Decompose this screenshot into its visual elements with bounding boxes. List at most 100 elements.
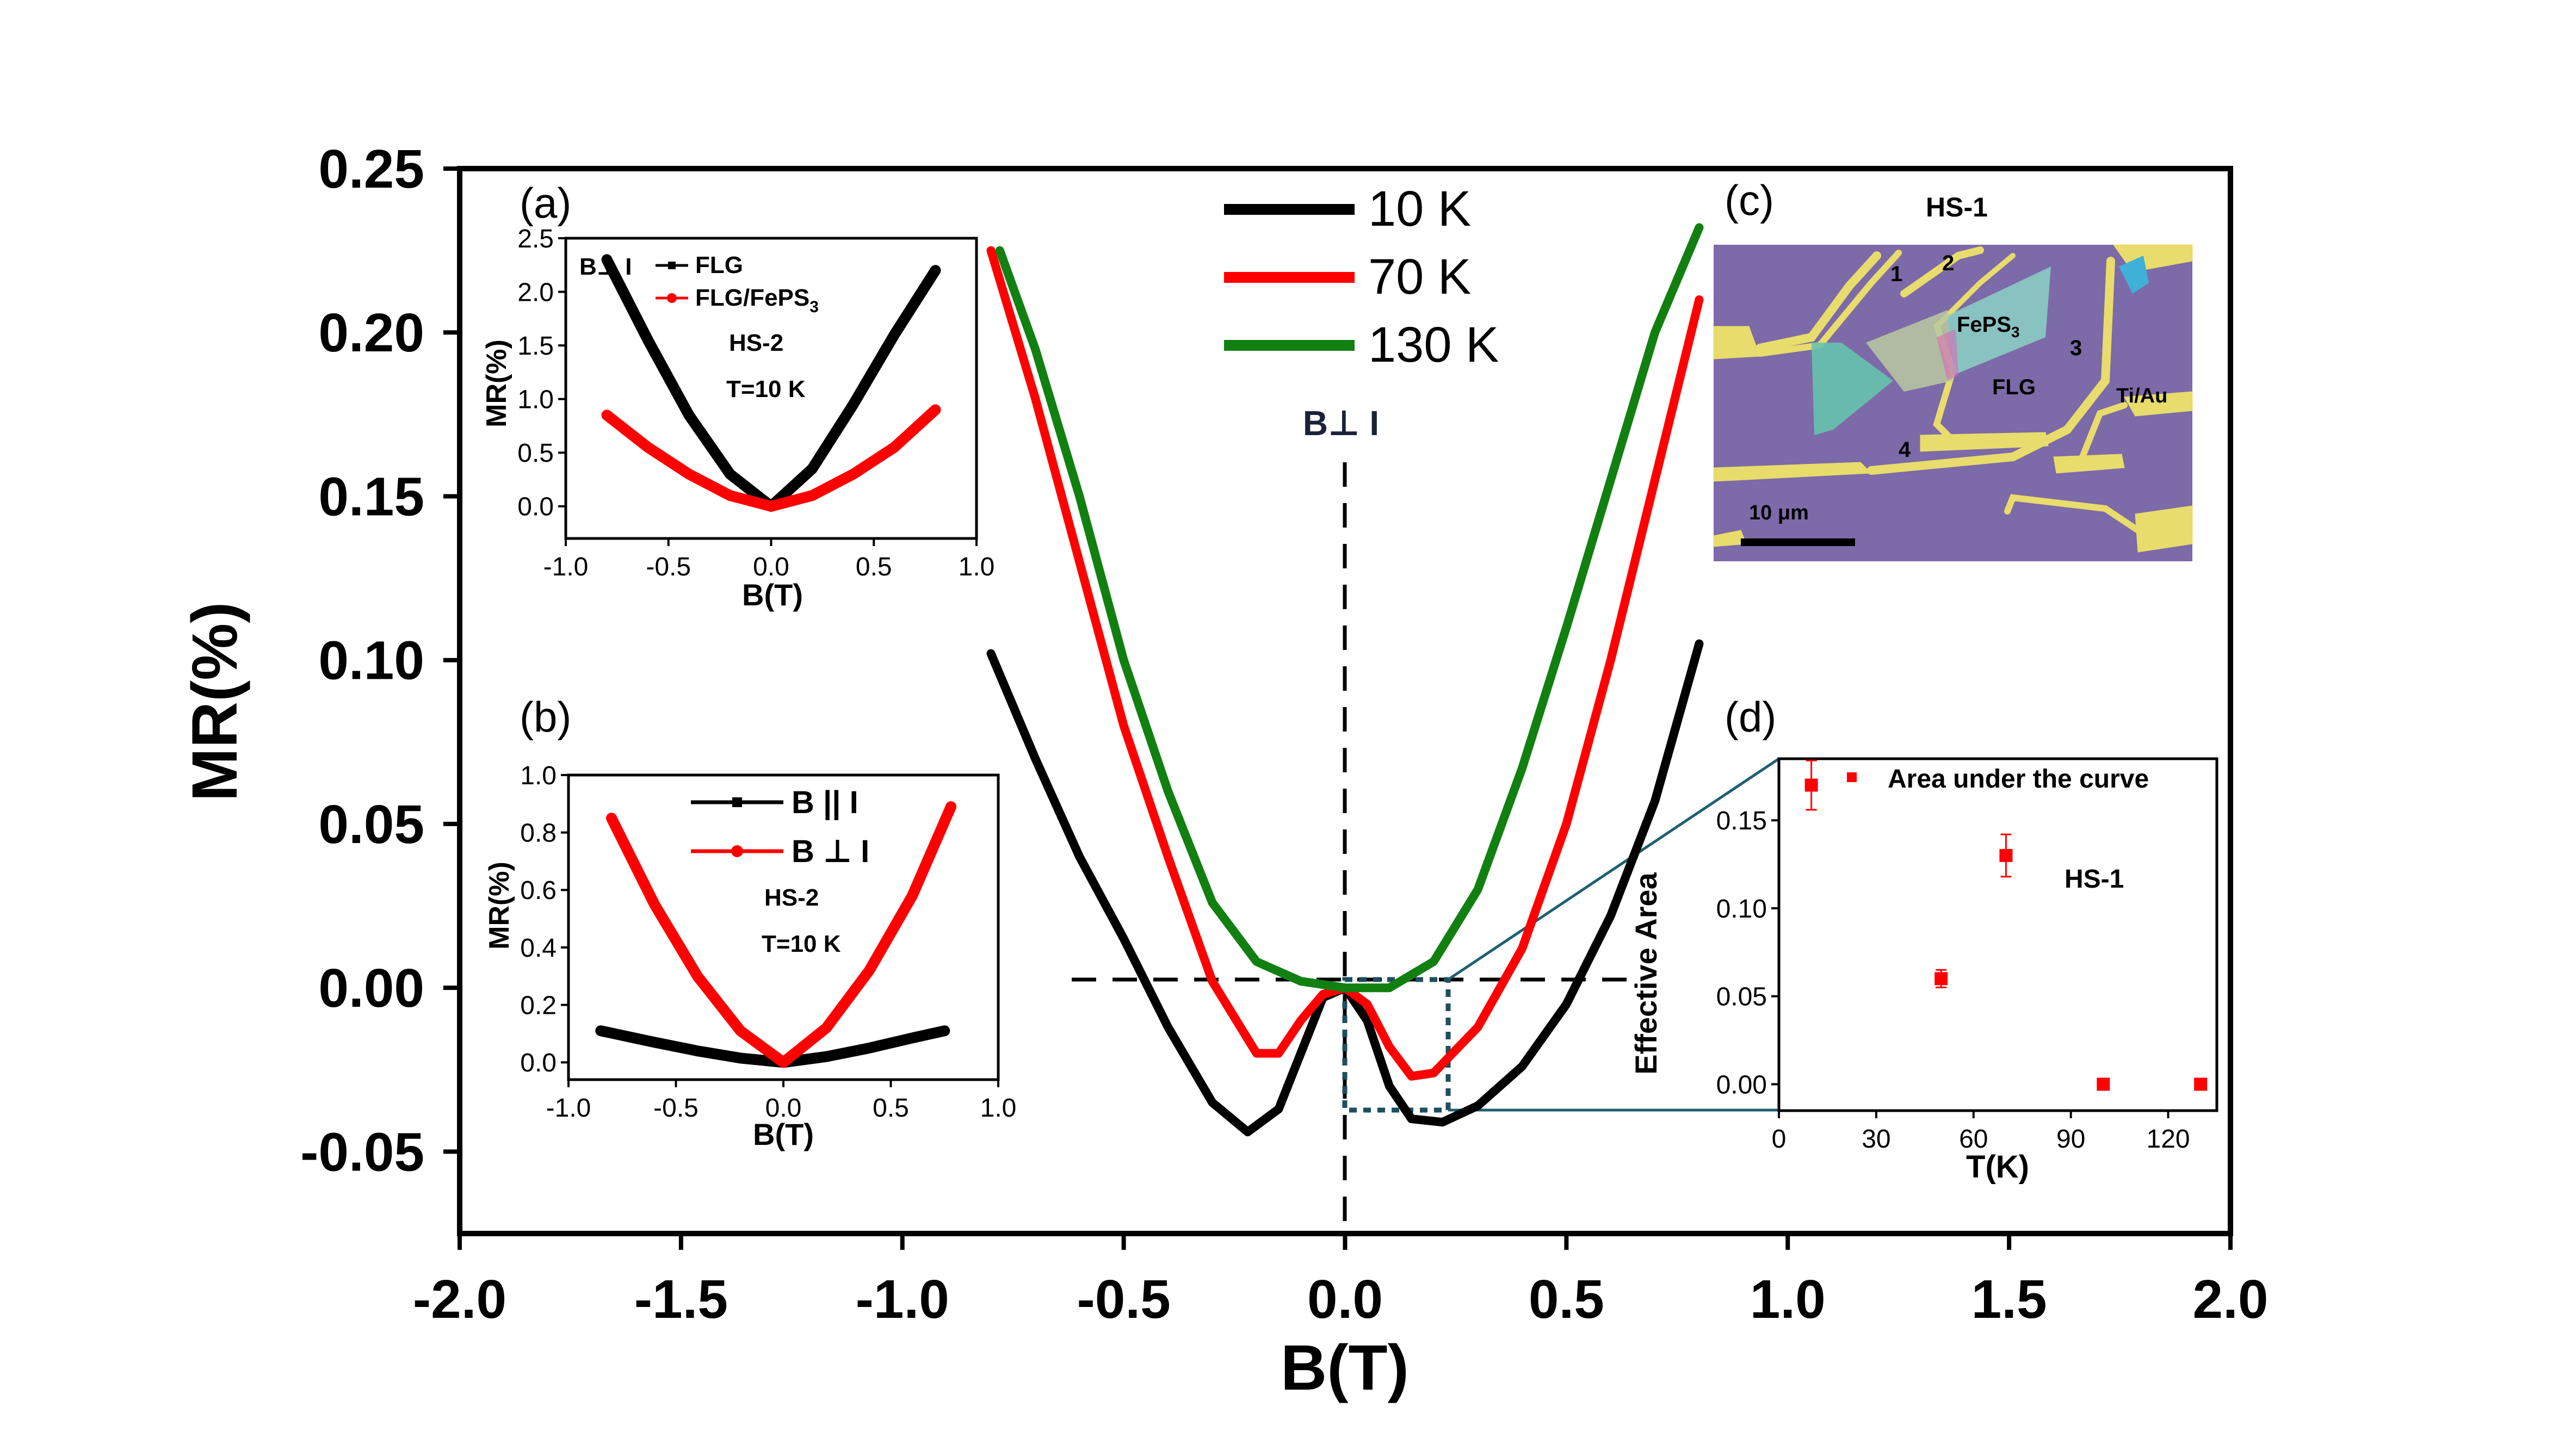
micrograph-flg-label: FLG <box>1992 375 2036 399</box>
inset-a-x-tick-label: -1.0 <box>543 553 589 581</box>
inset-b-legend-perpendicular: B ⊥ I <box>792 834 869 869</box>
inset-d-x-tick-label: 60 <box>1959 1125 1988 1154</box>
main-y-tick-label: -0.05 <box>300 1122 424 1182</box>
inset-d-series-group <box>1804 759 2208 1091</box>
inset-b-y-tick-label: 0.4 <box>520 934 557 963</box>
inset-a-x-tick-label: 1.0 <box>959 553 995 581</box>
inset-b-x-tick-label: -0.5 <box>653 1094 699 1123</box>
inset-b-device-label: HS-2 <box>764 884 819 911</box>
inset-a-y-tick-label: 1.5 <box>517 332 554 361</box>
inset-d-point <box>2097 1077 2110 1091</box>
inset-b-y-tick-label: 0.6 <box>520 876 557 905</box>
inset-d-y-tick-label: 0.00 <box>1716 1070 1767 1099</box>
gold-leads <box>1756 246 2141 534</box>
inset-a-y-tick-label: 2.0 <box>517 278 554 307</box>
inset-b-series-perpendicular <box>606 801 957 1068</box>
inset-d-point <box>1804 778 1818 792</box>
main-x-tick-label: 1.5 <box>1971 1269 2047 1330</box>
inset-b-legend-parallel: B || I <box>792 785 858 820</box>
fepss-flake-center <box>1866 310 1953 392</box>
inset-d-y-tick-label: 0.15 <box>1716 807 1767 835</box>
fepss-flake-left <box>1812 343 1893 435</box>
inset-a-axes: -1.0 -0.5 0.0 0.5 1.0 0.0 0.5 1.0 1.5 2.0 2.5 <box>517 225 994 581</box>
inset-b-panel-label: (b) <box>520 693 571 741</box>
inset-c-panel-label: (c) <box>1725 176 1774 224</box>
inset-d-point <box>2194 1077 2208 1091</box>
main-y-tick-label: 0.20 <box>318 302 424 363</box>
legend-label-70k: 70 K <box>1368 249 1471 305</box>
inset-a-y-tick-label: 0.0 <box>517 493 554 522</box>
inset-d-x-axis-label: T(K) <box>1966 1149 2029 1185</box>
main-x-tick-label: 1.0 <box>1750 1269 1826 1330</box>
micrograph-contact-2: 2 <box>1942 251 1954 275</box>
inset-b-y-tick-label: 0.0 <box>520 1049 557 1077</box>
main-x-tick-label: 0.5 <box>1529 1269 1604 1330</box>
inset-a-frame <box>564 237 978 540</box>
inset-a-y-tick-label: 2.5 <box>517 225 554 253</box>
inset-a-x-tick-label: 0.0 <box>753 553 789 581</box>
legend-label-10k: 10 K <box>1368 181 1471 237</box>
inset-a: (a) -1.0 -0.5 0.0 0.5 1.00.00.51.01.52.02.5 … <box>481 179 994 612</box>
micrograph-fepss-base: FePS <box>1957 313 2011 337</box>
inset-c-micrograph: (c) HS-1 1 <box>1713 176 2193 561</box>
inset-d-x-tick-label: 90 <box>2056 1125 2085 1154</box>
main-x-tick-label: 2.0 <box>2192 1269 2268 1330</box>
main-x-axis: -2.0 -1.5 -1.0 -0.5 0.0 0.5 1.0 1.5 2.0 <box>413 1234 2269 1330</box>
inset-b-series-group <box>595 801 957 1068</box>
main-chart: -0.050.000.050.100.150.200.25 -2.0 -1.5 -1… <box>179 139 2269 1404</box>
series-line-130k <box>995 223 1704 993</box>
zoom-region-box <box>1342 977 1451 1113</box>
inset-d: (d) 0 30 60 90 120 0.00 0.05 0.10 0.15 T(K) Effe… <box>1629 693 2218 1185</box>
inset-b-temperature-label: T=10 K <box>762 931 841 957</box>
inset-d-axes: 0 30 60 90 120 0.00 0.05 0.10 0.15 <box>1716 807 2190 1154</box>
zoom-connector-upper <box>1447 757 1780 981</box>
main-x-tick-label: -1.5 <box>634 1269 728 1330</box>
main-orientation-label: B⊥ I <box>1303 404 1379 443</box>
micrograph-fepss-subscript: 3 <box>2011 324 2020 340</box>
micrograph-scale-label: 10 μm <box>1749 501 1809 524</box>
inset-d-x-tick-label: 30 <box>1862 1125 1890 1154</box>
inset-d-device-label: HS-1 <box>2065 865 2124 894</box>
inset-d-point <box>1999 848 2013 862</box>
inset-a-legend-marker-heterostructure <box>667 293 677 303</box>
main-x-tick-label: -2.0 <box>413 1269 506 1330</box>
inset-d-y-tick-label: 0.05 <box>1716 983 1767 1012</box>
micrograph-scale-bar <box>1741 538 1855 546</box>
inset-d-x-tick-label: 120 <box>2147 1125 2190 1154</box>
inset-b-x-tick-label: 0.0 <box>765 1094 802 1123</box>
main-legend: 10 K 70 K 130 K <box>1224 181 1499 373</box>
main-y-tick-label: 0.10 <box>318 630 424 691</box>
main-x-tick-label: -1.0 <box>856 1269 949 1330</box>
main-y-axis-label: MR(%) <box>179 602 251 801</box>
inset-b-x-tick-label: 1.0 <box>980 1094 1017 1123</box>
micrograph-tiau-label: Ti/Au <box>2116 385 2167 407</box>
inset-a-legend-marker-flg <box>668 262 676 269</box>
micrograph-contact-3: 3 <box>2070 336 2082 360</box>
inset-b-y-tick-label: 0.2 <box>520 991 557 1020</box>
inset-b-x-tick-label: -1.0 <box>546 1094 591 1123</box>
legend-label-130k: 130 K <box>1368 317 1499 373</box>
inset-a-legend-flg: FLG <box>695 252 743 278</box>
inset-b-x-axis-label: B(T) <box>753 1117 814 1151</box>
inset-a-panel-label: (a) <box>520 179 571 227</box>
inset-b-legend-marker-perpendicular <box>731 845 743 857</box>
main-x-tick-label: 0.0 <box>1307 1269 1383 1330</box>
inset-b-frame <box>567 773 1000 1081</box>
inset-b-y-axis-label: MR(%) <box>484 862 515 950</box>
inset-d-x-tick-label: 0 <box>1772 1125 1787 1154</box>
inset-a-y-axis-label: MR(%) <box>481 339 512 427</box>
inset-d-panel-label: (d) <box>1725 693 1776 741</box>
inset-a-x-tick-label: -0.5 <box>646 553 691 581</box>
inset-a-legend-heterostructure-subscript: 3 <box>809 298 819 316</box>
inset-a-y-tick-label: 0.5 <box>517 439 554 468</box>
inset-a-legend-heterostructure: FLG/FePS3 <box>695 284 819 316</box>
inset-a-series-heterostructure <box>601 404 941 512</box>
inset-a-legend-heterostructure-base: FLG/FePS <box>695 284 809 311</box>
bright-flake <box>2119 256 2149 294</box>
main-x-tick-label: -0.5 <box>1077 1269 1170 1330</box>
inset-b-x-tick-label: 0.5 <box>873 1094 909 1123</box>
micrograph-fepss-label: FePS3 <box>1957 313 2020 340</box>
inset-b-y-tick-label: 0.8 <box>520 819 557 847</box>
main-y-tick-label: 0.15 <box>318 466 424 527</box>
inset-d-legend-label: Area under the curve <box>1888 765 2149 794</box>
